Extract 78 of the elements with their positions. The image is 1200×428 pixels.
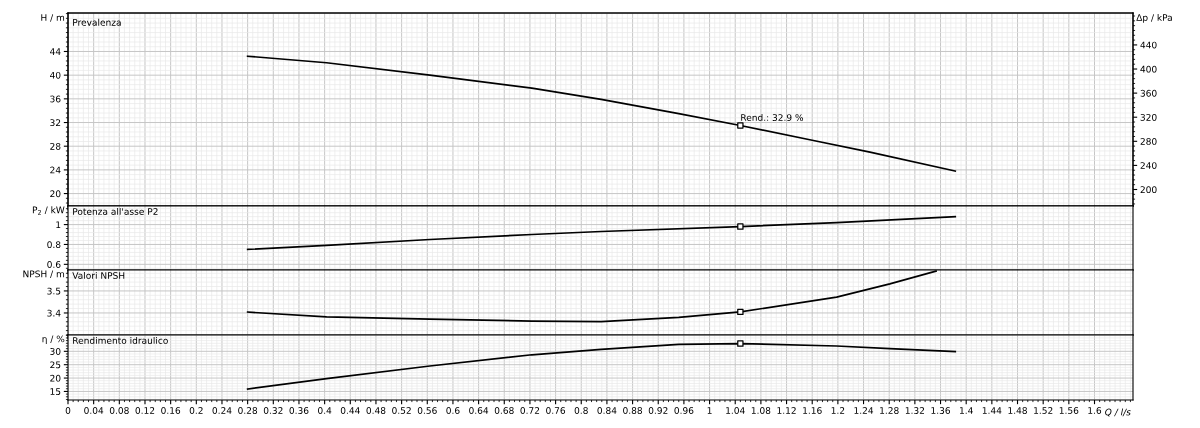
x-tick-label: 1.6 bbox=[1088, 407, 1102, 414]
x-tick-label: 0.48 bbox=[366, 407, 386, 414]
x-tick-label: 1.56 bbox=[1059, 407, 1079, 414]
x-tick-label: 0.64 bbox=[469, 407, 489, 414]
x-tick-label: 0.16 bbox=[161, 407, 181, 414]
x-tick-label: 1.12 bbox=[777, 407, 796, 414]
x-tick-label: 1.2 bbox=[831, 407, 845, 414]
y-tick-label: 15 bbox=[50, 388, 61, 395]
annotation: Rend.: 32.9 % bbox=[741, 113, 804, 121]
x-tick-label: 0.6 bbox=[446, 407, 460, 414]
x-tick-label: 1.04 bbox=[726, 407, 745, 414]
y2-tick-label: 200 bbox=[1140, 186, 1157, 194]
text: Prevalenza bbox=[73, 18, 121, 26]
y2-tick-label: 320 bbox=[1140, 113, 1157, 121]
y-tick-label: 1 bbox=[56, 221, 61, 229]
x-tick-label: 0.72 bbox=[520, 407, 540, 414]
x-tick-label: 0.96 bbox=[674, 407, 694, 414]
y-axis-title: H / m bbox=[41, 14, 65, 22]
y-tick-label: 3.5 bbox=[47, 287, 61, 295]
x-tick-label: 0.68 bbox=[494, 407, 514, 414]
y-axis-title: P$_{2}$ / kW bbox=[32, 206, 65, 215]
x-tick-label: 1.44 bbox=[982, 407, 1002, 414]
x-tick-label: 1.24 bbox=[854, 407, 874, 414]
x-tick-label: 0.8 bbox=[574, 407, 588, 414]
x-tick-label: 1.16 bbox=[803, 407, 822, 414]
x-tick-label: 0.76 bbox=[546, 407, 566, 414]
x-tick-label: 0.88 bbox=[623, 407, 643, 414]
x-tick-label: 0.4 bbox=[318, 407, 332, 414]
x-tick-label: 1.08 bbox=[751, 407, 771, 414]
x-tick-label: 1.28 bbox=[880, 407, 899, 414]
x-tick-label: 0.44 bbox=[340, 407, 360, 414]
line-series bbox=[246, 342, 957, 390]
x-tick-label: 1 bbox=[707, 407, 712, 414]
y-tick-label: 20 bbox=[50, 190, 61, 198]
y-tick-label: 36 bbox=[50, 95, 61, 103]
y2-tick-label: 400 bbox=[1140, 65, 1157, 73]
y-tick-label: 3.4 bbox=[47, 309, 61, 317]
x-tick-label: 0.24 bbox=[212, 407, 232, 414]
x-tick-label: 0.08 bbox=[109, 407, 129, 414]
chart-title: Rendimento idraulico bbox=[73, 336, 168, 344]
y2-axis-title: Δp / kPa bbox=[1136, 13, 1172, 23]
x-tick-label: 0.92 bbox=[648, 407, 668, 414]
line-series bbox=[246, 215, 957, 251]
x-tick-label: 0.56 bbox=[417, 407, 437, 414]
x-tick-label: 1.32 bbox=[905, 407, 925, 414]
y-tick-label: 28 bbox=[50, 142, 61, 150]
y-tick-label: 0.8 bbox=[47, 241, 61, 249]
y-tick-label: 0.6 bbox=[47, 261, 61, 268]
y-axis-title: NPSH / m bbox=[23, 270, 65, 279]
line-series bbox=[246, 55, 957, 172]
y2-tick-label: 360 bbox=[1140, 89, 1157, 97]
y-tick-label: 40 bbox=[50, 71, 61, 79]
x-tick-label: 0.12 bbox=[135, 407, 155, 414]
y2-tick-label: 240 bbox=[1140, 162, 1157, 169]
x-tick-label: 0 bbox=[65, 407, 71, 414]
x-tick-label: 1.36 bbox=[931, 407, 951, 414]
y2-tick-label: 280 bbox=[1140, 138, 1157, 145]
y2-tick-label: 440 bbox=[1140, 41, 1157, 49]
y-tick-label: 30 bbox=[50, 348, 61, 355]
y-tick-label: 24 bbox=[50, 166, 61, 174]
x-axis-title: Q / l/s bbox=[1105, 408, 1131, 417]
chart-title: Potenza all'asse P2 bbox=[73, 207, 158, 215]
y-tick-label: 20 bbox=[50, 374, 61, 382]
y-tick-label: 32 bbox=[50, 119, 61, 127]
y-tick-label: 25 bbox=[50, 361, 61, 369]
x-tick-label: 0.04 bbox=[84, 407, 104, 414]
x-tick-label: 1.52 bbox=[1034, 407, 1053, 414]
x-tick-label: 0.2 bbox=[189, 407, 203, 414]
x-tick-label: 0.52 bbox=[392, 407, 411, 414]
chart-title: Valori NPSH bbox=[72, 271, 125, 279]
x-tick-label: 0.28 bbox=[238, 407, 258, 414]
x-tick-label: 0.36 bbox=[289, 407, 309, 414]
x-tick-label: 0.32 bbox=[263, 407, 283, 414]
x-tick-label: 1.4 bbox=[960, 407, 973, 414]
y-axis-title: η / % bbox=[42, 335, 65, 345]
y-tick-label: 44 bbox=[50, 48, 61, 55]
x-tick-label: 0.84 bbox=[597, 407, 617, 414]
x-tick-label: 1.48 bbox=[1008, 407, 1027, 414]
